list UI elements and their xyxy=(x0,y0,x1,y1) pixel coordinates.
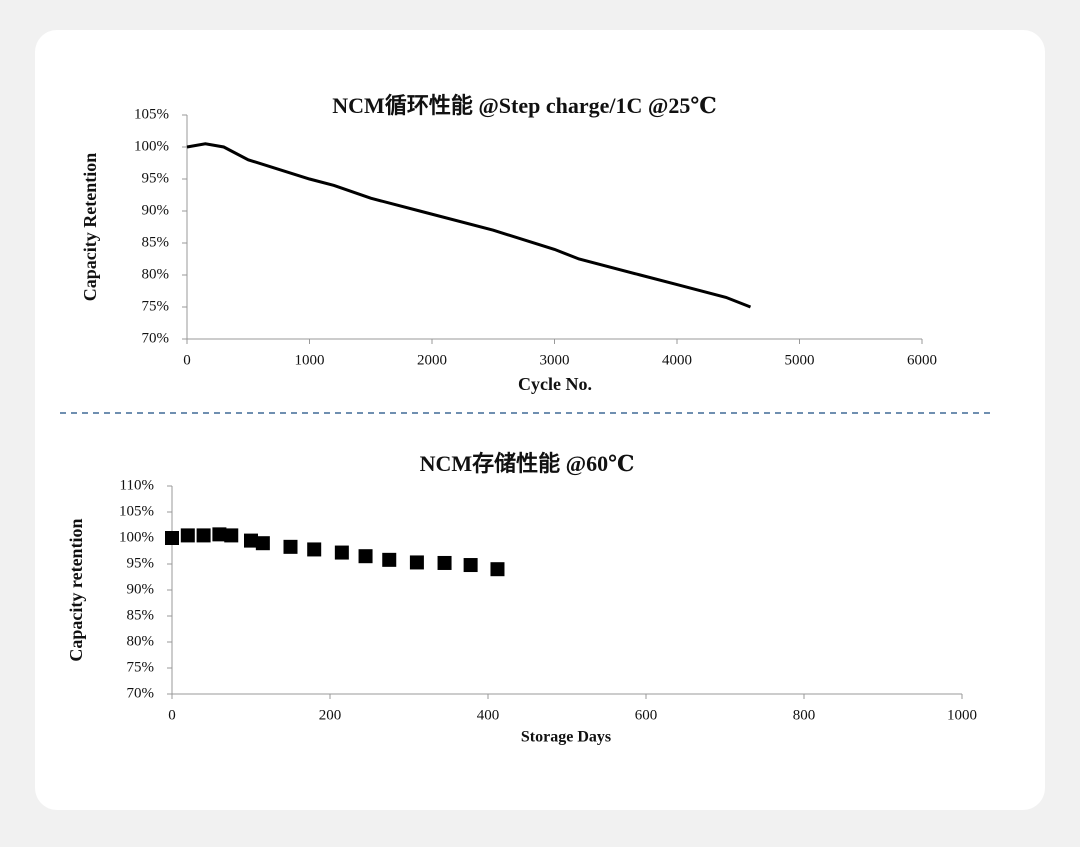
chart-title: NCM循环性能 @Step charge/1C @25℃ xyxy=(332,93,716,118)
x-tick-label: 200 xyxy=(319,707,342,723)
data-point xyxy=(307,542,322,557)
x-tick-label: 3000 xyxy=(540,352,570,368)
x-tick-label: 0 xyxy=(183,352,191,368)
data-point xyxy=(165,531,179,545)
data-point xyxy=(463,558,478,573)
y-tick-label: 85% xyxy=(127,607,155,623)
x-tick-label: 1000 xyxy=(947,707,977,723)
y-tick-label: 100% xyxy=(119,529,154,545)
y-tick-label: 100% xyxy=(134,138,169,154)
data-point xyxy=(358,549,373,564)
card xyxy=(35,30,1045,810)
x-tick-label: 4000 xyxy=(662,352,692,368)
x-tick-label: 1000 xyxy=(295,352,325,368)
x-axis-label: Cycle No. xyxy=(518,374,592,394)
data-point xyxy=(283,539,298,554)
data-point xyxy=(180,528,195,543)
data-point xyxy=(224,528,239,543)
y-tick-label: 70% xyxy=(142,330,170,346)
data-point xyxy=(212,527,227,542)
data-point xyxy=(409,555,424,570)
y-tick-label: 85% xyxy=(142,234,170,250)
y-axis-label: Capacity retention xyxy=(66,518,86,661)
x-tick-label: 0 xyxy=(168,707,176,723)
y-tick-label: 70% xyxy=(127,685,155,701)
y-axis-label: Capacity Retention xyxy=(80,153,100,301)
y-tick-label: 80% xyxy=(142,266,170,282)
data-line xyxy=(186,142,752,309)
x-tick-label: 6000 xyxy=(907,352,937,368)
y-tick-label: 110% xyxy=(120,477,154,493)
data-point xyxy=(490,562,505,577)
y-tick-label: 105% xyxy=(134,106,169,122)
x-axis-label: Storage Days xyxy=(521,729,611,746)
data-point xyxy=(244,533,258,548)
data-point xyxy=(255,536,270,551)
y-tick-label: 95% xyxy=(142,170,170,186)
y-tick-label: 90% xyxy=(127,581,155,597)
data-point xyxy=(382,552,397,567)
x-tick-label: 800 xyxy=(793,707,816,723)
chart-title: NCM存储性能 @60℃ xyxy=(420,451,635,476)
y-tick-label: 75% xyxy=(127,659,155,675)
y-tick-label: 80% xyxy=(127,633,155,649)
data-point xyxy=(437,555,452,570)
y-tick-label: 90% xyxy=(142,202,170,218)
x-tick-label: 5000 xyxy=(785,352,815,368)
x-tick-label: 2000 xyxy=(417,352,447,368)
y-tick-label: 95% xyxy=(127,555,155,571)
y-tick-label: 105% xyxy=(119,503,154,519)
data-point xyxy=(196,528,211,543)
x-tick-label: 600 xyxy=(635,707,658,723)
y-tick-label: 75% xyxy=(142,298,170,314)
x-tick-label: 400 xyxy=(477,707,500,723)
data-point xyxy=(334,545,349,560)
